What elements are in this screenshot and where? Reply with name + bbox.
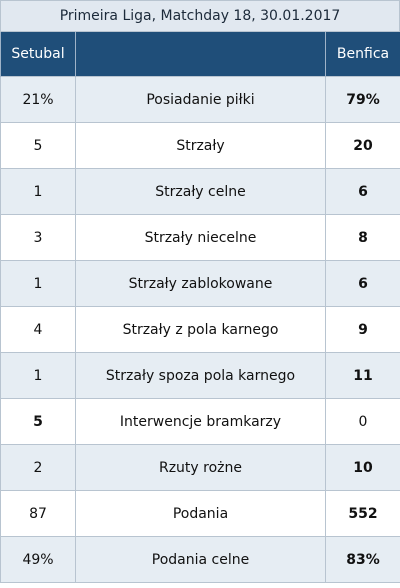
- stat-label: Strzały spoza pola karnego: [75, 352, 326, 399]
- home-stat-value: 1: [0, 352, 76, 399]
- home-stat-value: 21%: [0, 76, 76, 123]
- stats-table: Setubal Benfica 21% Posiadanie piłki 79% 5 S…: [0, 32, 400, 583]
- stat-label: Strzały zablokowane: [75, 260, 326, 307]
- away-stat-value: 10: [325, 444, 400, 491]
- away-stat-value: 0: [325, 398, 400, 445]
- stat-row: 5 Interwencje bramkarzy 0: [0, 398, 400, 445]
- away-stat-value: 6: [325, 168, 400, 215]
- stat-label: Posiadanie piłki: [75, 76, 326, 123]
- stat-label: Interwencje bramkarzy: [75, 398, 326, 445]
- stat-label: Strzały z pola karnego: [75, 306, 326, 353]
- home-stat-value: 1: [0, 168, 76, 215]
- stat-row: 5 Strzały 20: [0, 122, 400, 169]
- home-stat-value: 5: [0, 122, 76, 169]
- stat-row: 87 Podania 552: [0, 490, 400, 537]
- stat-label: Strzały: [75, 122, 326, 169]
- stat-column-header: [75, 32, 326, 77]
- away-stat-value: 6: [325, 260, 400, 307]
- match-title: Primeira Liga, Matchday 18, 30.01.2017: [0, 0, 400, 32]
- home-stat-value: 5: [0, 398, 76, 445]
- home-stat-value: 2: [0, 444, 76, 491]
- stat-row: 1 Strzały spoza pola karnego 11: [0, 352, 400, 399]
- stat-row: 2 Rzuty rożne 10: [0, 444, 400, 491]
- home-stat-value: 87: [0, 490, 76, 537]
- home-stat-value: 1: [0, 260, 76, 307]
- stat-row: 1 Strzały celne 6: [0, 168, 400, 215]
- stat-label: Podania: [75, 490, 326, 537]
- away-stat-value: 8: [325, 214, 400, 261]
- stat-label: Podania celne: [75, 536, 326, 583]
- stat-row: 3 Strzały niecelne 8: [0, 214, 400, 261]
- away-team-name: Benfica: [325, 32, 400, 77]
- away-stat-value: 83%: [325, 536, 400, 583]
- away-stat-value: 20: [325, 122, 400, 169]
- stat-label: Strzały niecelne: [75, 214, 326, 261]
- home-stat-value: 4: [0, 306, 76, 353]
- stat-row: 4 Strzały z pola karnego 9: [0, 306, 400, 353]
- away-stat-value: 79%: [325, 76, 400, 123]
- away-stat-value: 11: [325, 352, 400, 399]
- away-stat-value: 552: [325, 490, 400, 537]
- home-stat-value: 49%: [0, 536, 76, 583]
- stat-row: 21% Posiadanie piłki 79%: [0, 76, 400, 123]
- home-stat-value: 3: [0, 214, 76, 261]
- home-team-name: Setubal: [0, 32, 76, 77]
- stats-body: 21% Posiadanie piłki 79% 5 Strzały 20 1 Strzały…: [0, 76, 400, 583]
- stat-label: Strzały celne: [75, 168, 326, 215]
- stat-label: Rzuty rożne: [75, 444, 326, 491]
- stat-row: 49% Podania celne 83%: [0, 536, 400, 583]
- stat-row: 1 Strzały zablokowane 6: [0, 260, 400, 307]
- away-stat-value: 9: [325, 306, 400, 353]
- team-header-row: Setubal Benfica: [0, 32, 400, 77]
